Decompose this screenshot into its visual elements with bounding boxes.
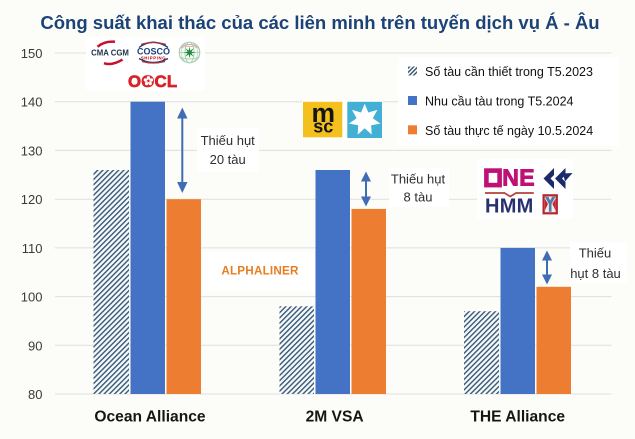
svg-text:Số tàu thực tế ngày 10.5.2024: Số tàu thực tế ngày 10.5.2024 [425,124,593,138]
svg-text:90: 90 [28,338,42,353]
svg-text:20 tàu: 20 tàu [210,152,246,167]
svg-text:Ocean Alliance: Ocean Alliance [94,409,206,426]
svg-text:COSCO: COSCO [137,47,170,57]
svg-text:Công suất khai thác của các li: Công suất khai thác của các liên minh tr… [40,12,599,33]
svg-text:THE Alliance: THE Alliance [470,409,565,426]
svg-text:CMA CGM: CMA CGM [91,48,129,57]
svg-text:100: 100 [21,290,43,305]
svg-text:110: 110 [22,241,43,256]
svg-text:Thiếu hụt: Thiếu hụt [391,172,446,187]
svg-text:130: 130 [21,143,43,158]
svg-text:m: m [312,98,336,128]
svg-text:ALPHALINER: ALPHALINER [221,265,299,278]
svg-text:Thiếu hụt: Thiếu hụt [201,133,256,148]
svg-text:Thiếu: Thiếu [579,246,612,261]
svg-text:Nhu cầu tàu trong T5.2024: Nhu cầu tàu trong T5.2024 [425,95,574,109]
svg-text:Số tàu cần thiết trong T5.2023: Số tàu cần thiết trong T5.2023 [425,65,593,79]
svg-text:8 tàu: 8 tàu [404,190,433,205]
svg-text:NE: NE [502,164,535,190]
svg-text:2M VSA: 2M VSA [306,409,364,426]
svg-text:HMM: HMM [485,196,534,218]
svg-text:80: 80 [28,387,42,402]
svg-text:140: 140 [21,95,43,110]
svg-text:hụt 8 tàu: hụt 8 tàu [570,266,621,281]
svg-text:SHIPPING: SHIPPING [141,56,166,61]
svg-text:120: 120 [21,192,43,207]
svg-text:sc: sc [313,116,333,136]
svg-text:150: 150 [21,46,43,61]
